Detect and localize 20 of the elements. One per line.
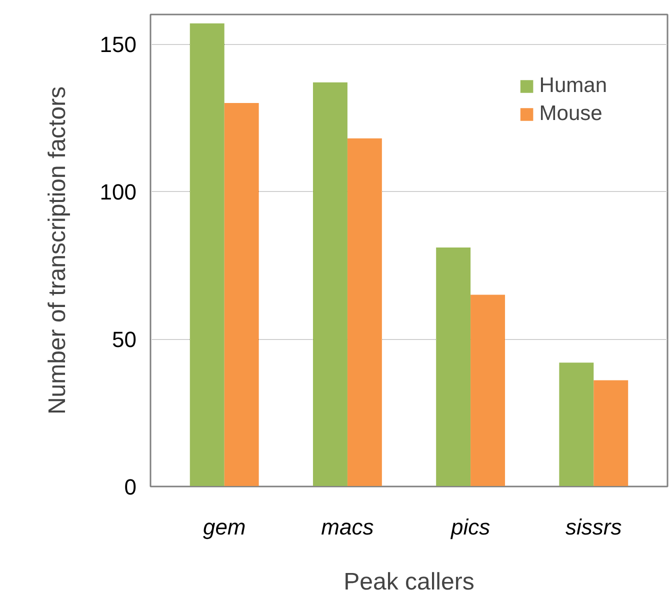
x-axis-title: Peak callers [344, 568, 474, 596]
bar [559, 362, 594, 486]
bar [190, 23, 224, 486]
bar [436, 248, 471, 486]
y-tick-label: 100 [100, 180, 137, 204]
bar [224, 103, 259, 486]
bar [312, 82, 348, 486]
y-tick-label: 150 [100, 32, 137, 57]
y-axis-title: Number of transcription factors [44, 86, 71, 415]
bar [594, 380, 628, 486]
bar [347, 138, 382, 486]
x-tick-label: macs [321, 514, 374, 540]
x-tick-label: sissrs [566, 514, 622, 540]
y-tick-label: 0 [124, 474, 137, 500]
y-tick-label: 50 [112, 327, 137, 352]
legend-label: Human [539, 74, 607, 98]
x-tick-label: gem [202, 514, 246, 540]
legend-label: Mouse [539, 102, 602, 126]
x-tick-label: pics [450, 514, 490, 540]
bar [470, 294, 506, 486]
